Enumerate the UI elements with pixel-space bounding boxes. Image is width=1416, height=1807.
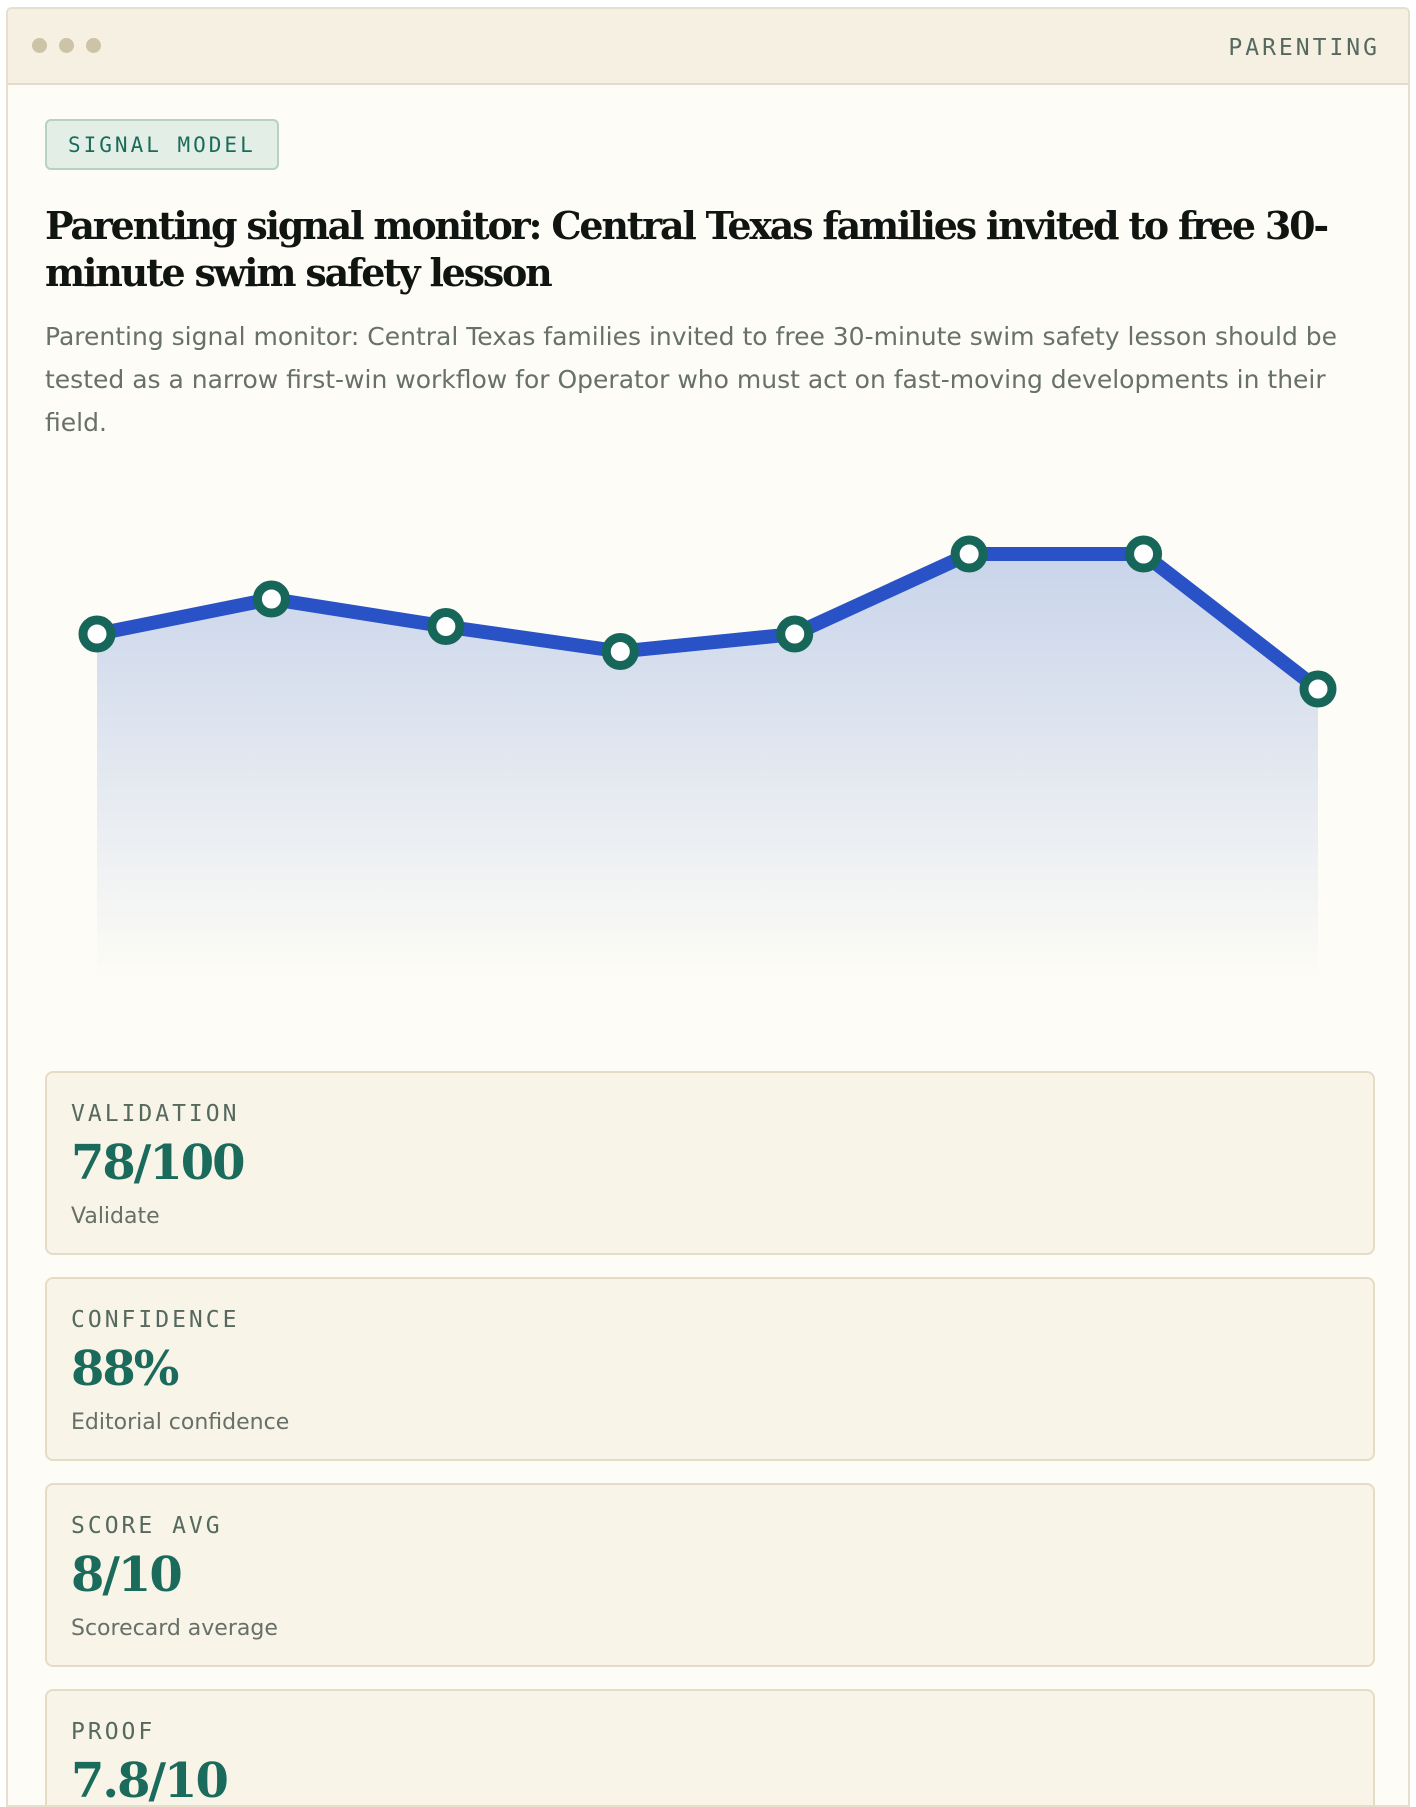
data-point[interactable] [776,615,814,653]
window-dot-minimize[interactable] [59,38,74,53]
page-title: Parenting signal monitor: Central Texas … [45,203,1329,295]
data-point[interactable] [427,608,465,645]
data-point[interactable] [78,615,116,653]
data-point[interactable] [601,633,639,670]
data-point[interactable] [950,535,988,573]
data-point[interactable] [252,580,290,618]
metric-label: SCORE AVG [71,1513,223,1539]
metric-card-confidence: CONFIDENCE 88% Editorial confidence [45,1277,1375,1461]
metric-card-score-avg: SCORE AVG 8/10 Scorecard average [45,1483,1375,1667]
metric-caption: Editorial confidence [71,1410,290,1435]
metric-card-proof: PROOF 7.8/10 [45,1689,1375,1807]
signal-model-badge: SIGNAL MODEL [45,119,279,170]
window-dot-maximize[interactable] [86,38,101,53]
series-line [90,547,1325,696]
metric-value: 88% [71,1341,179,1397]
metric-value: 78/100 [71,1135,246,1191]
data-point[interactable] [1299,670,1337,708]
metric-value: 8/10 [71,1547,183,1603]
page-lede: Parenting signal monitor: Central Texas … [45,322,1338,437]
window-titlebar: PARENTING [8,9,1408,85]
metric-label: VALIDATION [71,1101,240,1127]
section-label: PARENTING [1228,35,1380,61]
browser-window: PARENTING SIGNAL MODEL Parenting signal … [6,7,1410,1807]
data-point[interactable] [1125,535,1163,573]
metric-label: CONFIDENCE [71,1307,240,1333]
metric-label: PROOF [71,1719,156,1745]
metric-caption: Validate [71,1204,160,1229]
series-area [97,554,1318,979]
metric-card-validation: VALIDATION 78/100 Validate [45,1071,1375,1255]
metric-caption: Scorecard average [71,1616,278,1641]
metric-value: 7.8/10 [71,1753,229,1807]
signal-line-chart [78,535,1337,979]
window-dot-close[interactable] [32,38,47,53]
